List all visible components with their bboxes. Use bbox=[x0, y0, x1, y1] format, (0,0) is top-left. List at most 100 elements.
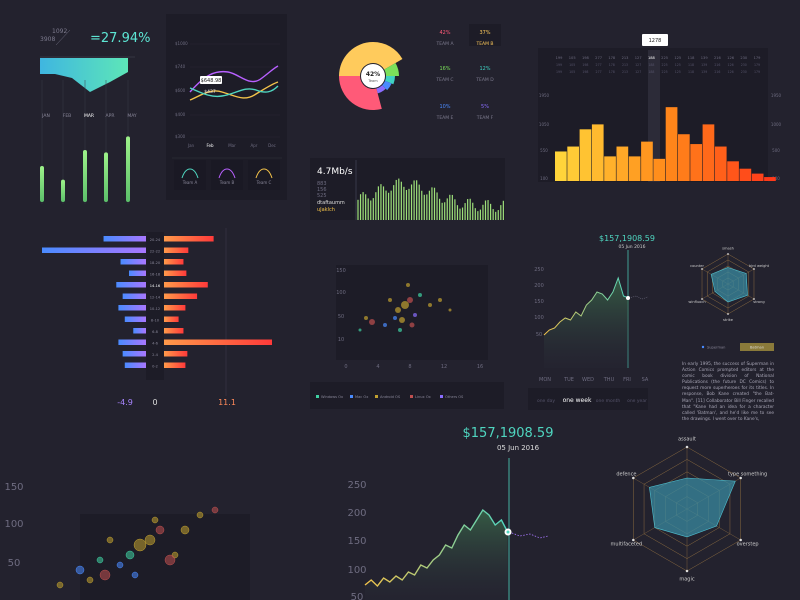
histogram-y-tick: 100 bbox=[540, 176, 548, 181]
scatter-point bbox=[418, 293, 422, 297]
legend-swatch bbox=[440, 395, 443, 398]
pyramid-axis-right: 11.1 bbox=[218, 398, 236, 407]
scatter-point bbox=[125, 550, 135, 560]
histogram-bar bbox=[690, 144, 702, 181]
histogram-sub-tick: 139 bbox=[701, 70, 707, 74]
histogram-bar bbox=[739, 168, 752, 181]
donut-legend-value: 16% bbox=[439, 66, 450, 72]
radar-axis-label: strike bbox=[723, 318, 734, 322]
histogram-bar bbox=[567, 146, 579, 181]
pyramid-label: 8-10 bbox=[151, 318, 160, 322]
radar-axis-label: type something bbox=[728, 472, 767, 478]
histogram-y-tick: 1050 bbox=[539, 122, 550, 127]
line-x-tick: Mar bbox=[228, 143, 236, 148]
histogram-bar bbox=[604, 156, 616, 181]
radar-axis-label: overstep bbox=[737, 542, 759, 548]
histogram-bar bbox=[702, 124, 715, 181]
donut-legend-value: 12% bbox=[479, 66, 490, 72]
legend-label: Team A bbox=[182, 180, 198, 185]
histogram-sub-tick: 125 bbox=[675, 70, 681, 74]
pyramid-bar-left bbox=[120, 259, 146, 265]
scatter-point bbox=[428, 303, 432, 307]
histogram-tooltip bbox=[642, 34, 668, 46]
histogram-sub-tick: 179 bbox=[754, 70, 760, 74]
pyramid-label: 0-2 bbox=[152, 364, 158, 368]
donut-legend-value: 5% bbox=[481, 104, 489, 110]
kpi-bar bbox=[61, 179, 65, 202]
area-y-tick: 200 bbox=[347, 508, 366, 519]
histogram-sub-tick: 139 bbox=[701, 63, 707, 67]
scatter-y-tick: 50 bbox=[338, 314, 344, 320]
histogram-y-tick-right: 500 bbox=[772, 148, 780, 153]
histogram-bar bbox=[579, 129, 592, 181]
line-x-tick: Jan bbox=[187, 143, 195, 148]
pyramid-label: 4-6 bbox=[152, 341, 159, 345]
area-tab: one month bbox=[596, 398, 621, 404]
line-x-tick: Apr bbox=[251, 143, 258, 148]
line-y-tick: $1000 bbox=[175, 41, 188, 46]
pyramid-bar-right bbox=[164, 282, 208, 288]
area-tab: one day bbox=[537, 398, 555, 404]
pyramid-label: 10-12 bbox=[150, 307, 160, 311]
scatter-point bbox=[211, 506, 219, 514]
legend-label: Team C bbox=[256, 180, 272, 185]
histogram-sub-tick: 125 bbox=[675, 63, 681, 67]
pyramid-bar-right bbox=[164, 270, 187, 276]
pyramid-bar-right bbox=[164, 305, 186, 311]
donut-legend-name: TEAM D bbox=[475, 77, 494, 83]
histogram-sub-tick: 213 bbox=[622, 63, 628, 67]
histogram-sub-tick: 178 bbox=[609, 63, 615, 67]
legend-wave-icon bbox=[181, 168, 199, 179]
kpi-month-label: JAN bbox=[41, 113, 50, 119]
pyramid-bar-left bbox=[124, 362, 146, 368]
histogram-sub-tick: 127 bbox=[635, 70, 641, 74]
pyramid-label: 12-14 bbox=[150, 295, 161, 299]
radar-legend-dot bbox=[701, 345, 705, 349]
radar-axis-label: magic bbox=[679, 577, 694, 583]
scatter-point bbox=[56, 581, 64, 589]
area-y-tick: 250 bbox=[347, 480, 366, 491]
scatter-point bbox=[398, 328, 402, 332]
radar-vertex bbox=[701, 298, 703, 300]
donut-legend-name: TEAM F bbox=[476, 115, 494, 121]
radar-area bbox=[649, 477, 736, 538]
scatter-point bbox=[358, 328, 362, 332]
scatter-legend-label: Mac Ox bbox=[355, 395, 369, 399]
kpi-num-b: 3908 bbox=[40, 36, 56, 43]
scatter-legend-label: Others OS bbox=[445, 395, 464, 399]
histogram-top-tick: 277 bbox=[595, 56, 602, 60]
histogram-top-tick: 188 bbox=[648, 56, 656, 60]
histogram-y-tick-right: 1950 bbox=[771, 93, 782, 98]
donut-legend-value: 42% bbox=[439, 30, 450, 36]
donut-slice bbox=[376, 85, 386, 94]
line-x-tick: Feb bbox=[206, 143, 214, 148]
kpi-month-label: MAY bbox=[127, 113, 137, 119]
histogram-sub-tick: 230 bbox=[741, 70, 747, 74]
scatter-x-tick: 4 bbox=[376, 364, 379, 370]
scatter-x-tick: 16 bbox=[477, 364, 483, 370]
scatter-point bbox=[406, 283, 410, 287]
area-tab: one year bbox=[627, 398, 647, 404]
scatter-y-tick: 50 bbox=[8, 558, 21, 569]
scatter-point bbox=[393, 316, 397, 320]
kpi-month-label: FEB bbox=[63, 113, 72, 119]
radar-vertex bbox=[727, 313, 729, 315]
donut-slice bbox=[339, 42, 373, 76]
line-y-tick: $740 bbox=[175, 64, 186, 69]
donut-slice bbox=[382, 80, 392, 91]
scatter-point bbox=[399, 317, 405, 323]
line-x-tick: Dec bbox=[268, 143, 276, 148]
histogram-bar bbox=[714, 146, 727, 181]
histogram-top-tick: 105 bbox=[569, 56, 576, 60]
pyramid-label: 2-4 bbox=[152, 353, 159, 357]
histogram-bar bbox=[678, 134, 690, 181]
speed-value: 4.7Mb/s bbox=[317, 167, 353, 177]
pyramid-bar-left bbox=[129, 270, 146, 276]
area-line bbox=[543, 276, 629, 336]
